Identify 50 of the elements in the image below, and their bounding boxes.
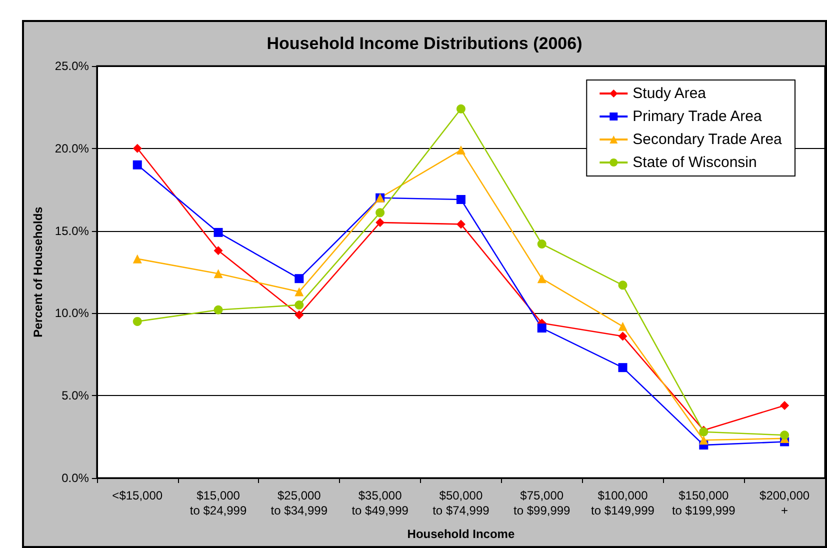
y-tick-label: 5.0% xyxy=(62,388,90,403)
y-tick-label: 25.0% xyxy=(54,59,90,73)
point xyxy=(294,287,304,296)
x-tick-label: $200,000 + xyxy=(760,488,810,518)
point xyxy=(537,239,546,248)
x-axis-title: Household Income xyxy=(407,527,515,541)
x-tick-label: $75,000 to $99,999 xyxy=(514,488,571,518)
x-tick-label: $100,000 to $149,999 xyxy=(591,488,655,518)
point xyxy=(214,228,223,237)
x-tick-label: $25,000 to $34,999 xyxy=(270,488,328,518)
x-tick-label: $150,000 to $199,999 xyxy=(672,488,736,518)
legend-label: State of Wisconsin xyxy=(632,154,757,171)
point xyxy=(780,430,790,440)
point xyxy=(537,324,546,333)
y-tick-label: 10.0% xyxy=(54,306,90,320)
point xyxy=(780,400,790,410)
y-tick-label: 0.0% xyxy=(62,471,90,485)
point xyxy=(294,310,304,320)
point xyxy=(618,280,628,290)
x-tick-label: $50,000 to $74,999 xyxy=(432,488,490,518)
point xyxy=(376,218,385,228)
point xyxy=(214,269,223,278)
x-tick-label: <$15,000 xyxy=(112,488,163,502)
point xyxy=(618,322,628,331)
point xyxy=(699,436,708,445)
point xyxy=(456,146,466,155)
x-tick-label: $35,000 to $49,999 xyxy=(352,488,409,518)
legend-label: Primary Trade Area xyxy=(632,108,763,125)
point xyxy=(376,208,385,218)
point xyxy=(294,274,304,284)
point xyxy=(618,332,628,341)
point xyxy=(456,194,466,204)
point xyxy=(214,305,223,314)
point xyxy=(132,316,142,326)
point xyxy=(214,246,223,256)
y-axis-title: Percent of Households xyxy=(31,206,45,338)
y-tick-label: 15.0% xyxy=(54,224,90,238)
point xyxy=(456,104,466,114)
point xyxy=(294,300,304,310)
legend-label: Study Area xyxy=(632,85,707,102)
point xyxy=(132,254,142,264)
chart-title: Household Income Distributions (2006) xyxy=(266,34,582,53)
point xyxy=(132,160,142,170)
y-tick-label: 20.0% xyxy=(54,141,90,156)
point xyxy=(537,274,546,284)
point xyxy=(618,363,628,372)
legend-label: Secondary Trade Area xyxy=(632,131,783,148)
point xyxy=(456,220,466,229)
x-tick-label: $15,000 to $24,999 xyxy=(190,488,247,518)
point xyxy=(132,144,142,153)
